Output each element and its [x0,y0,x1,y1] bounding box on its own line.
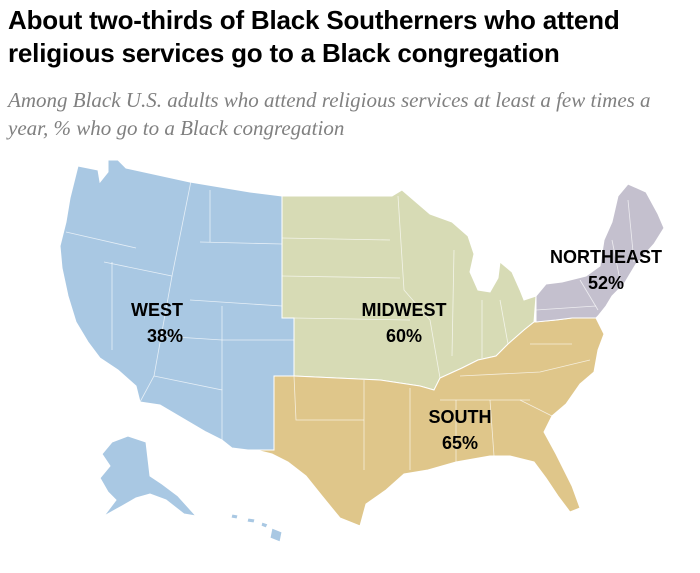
hawaii-island [246,517,256,524]
hawaii [230,513,283,543]
south-name-label: SOUTH [429,407,492,427]
region-northeast [535,183,665,323]
northeast-name-label: NORTHEAST [550,247,662,267]
alaska [99,435,198,517]
south-value-label: 65% [442,433,478,453]
region-west-shape [59,159,295,451]
northeast-value-label: 52% [588,273,624,293]
alaska-shape [99,435,198,517]
region-northeast-shape [535,183,665,323]
chart-subtitle: Among Black U.S. adults who attend relig… [8,88,651,140]
chart-title: About two-thirds of Black Southerners wh… [8,5,620,68]
region-south-shape [248,317,605,527]
hawaii-island [269,527,283,543]
hawaii-island [230,513,239,520]
hawaii-island [260,521,269,529]
midwest-name-label: MIDWEST [362,300,447,320]
west-value-label: 38% [147,326,183,346]
midwest-value-label: 60% [386,326,422,346]
west-name-label: WEST [131,300,183,320]
region-south [248,317,605,527]
region-west [59,159,295,451]
